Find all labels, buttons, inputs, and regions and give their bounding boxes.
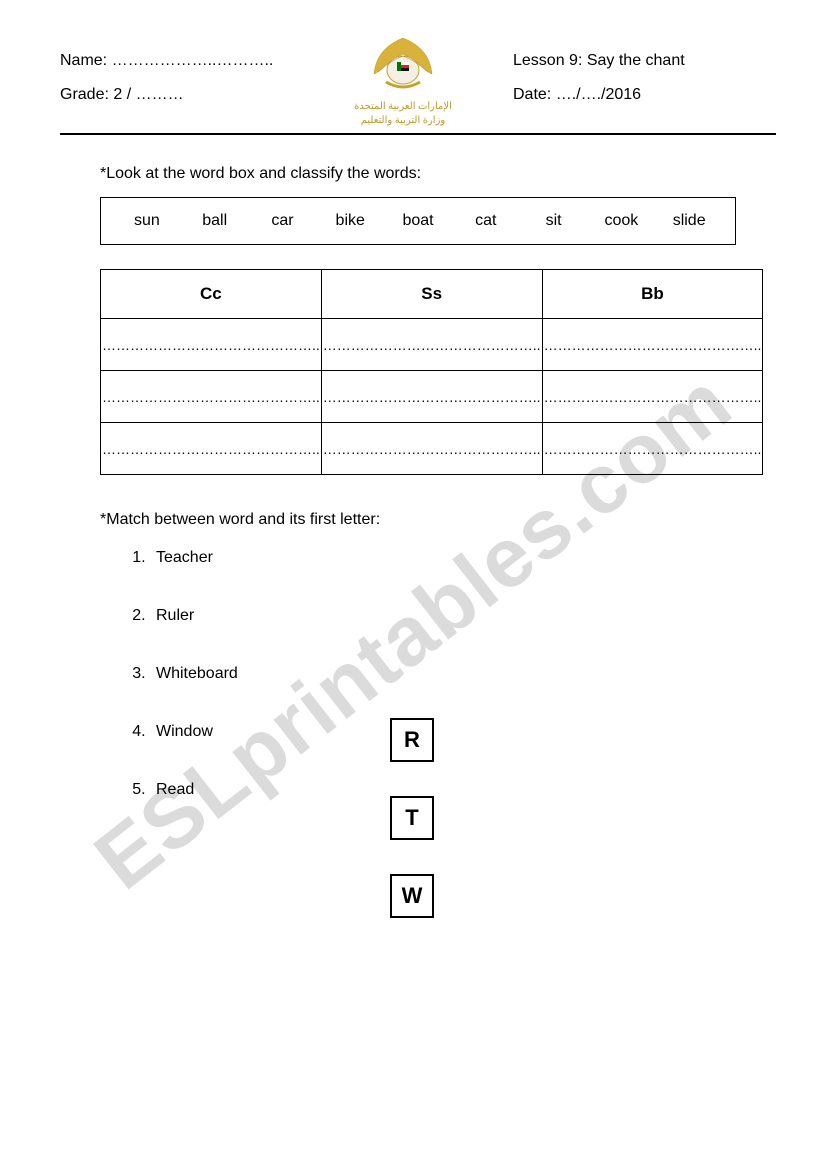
- list-item: Teacher: [150, 549, 736, 567]
- list-item: Whiteboard: [150, 665, 736, 683]
- letter-box: R: [390, 718, 434, 762]
- table-cell: ………………………………………..: [321, 371, 542, 423]
- word-item: slide: [655, 212, 723, 230]
- table-cell: ………………………………………..: [321, 319, 542, 371]
- instruction-2: *Match between word and its first letter…: [100, 511, 736, 529]
- col-header: Ss: [321, 270, 542, 319]
- table-cell: ………………………………………..: [101, 371, 322, 423]
- word-item: ball: [181, 212, 249, 230]
- header-left: Name: ………………..……….. Grade: 2 / ………: [60, 50, 323, 119]
- instruction-1-text: Look at the word box and classify the wo…: [106, 165, 421, 182]
- table-cell: ………………………………………..: [101, 423, 322, 475]
- grade-field: Grade: 2 / ………: [60, 84, 323, 106]
- word-item: sit: [520, 212, 588, 230]
- instruction-1: *Look at the word box and classify the w…: [100, 165, 736, 183]
- emblem-text-2: وزارة التربية والتعليم: [333, 115, 473, 127]
- table-cell: ………………………………………..: [542, 319, 763, 371]
- header: Name: ………………..……….. Grade: 2 / ……… الإما…: [60, 50, 776, 127]
- letter-box-column: R T W: [390, 718, 434, 952]
- table-cell: ………………………………………..: [101, 319, 322, 371]
- worksheet-page: Name: ………………..……….. Grade: 2 / ……… الإما…: [0, 0, 826, 879]
- word-box: sun ball car bike boat cat sit cook slid…: [100, 197, 736, 245]
- content: *Look at the word box and classify the w…: [60, 165, 776, 799]
- letter-box: T: [390, 796, 434, 840]
- header-rule: [60, 133, 776, 135]
- word-item: car: [249, 212, 317, 230]
- table-row: ……………………………………….. ……………………………………….. ……………: [101, 423, 763, 475]
- letter-box: W: [390, 874, 434, 918]
- table-cell: ………………………………………..: [542, 423, 763, 475]
- word-item: boat: [384, 212, 452, 230]
- list-item: Ruler: [150, 607, 736, 625]
- col-header: Cc: [101, 270, 322, 319]
- word-item: cook: [587, 212, 655, 230]
- word-item: bike: [316, 212, 384, 230]
- lesson-field: Lesson 9: Say the chant: [513, 50, 776, 72]
- header-right: Lesson 9: Say the chant Date: …./…./2016: [483, 50, 776, 119]
- classify-table: Cc Ss Bb ……………………………………….. ……………………………………: [100, 269, 763, 475]
- table-row: ……………………………………….. ……………………………………….. ……………: [101, 319, 763, 371]
- word-item: cat: [452, 212, 520, 230]
- list-item: Window: [150, 723, 736, 741]
- date-field: Date: …./…./2016: [513, 84, 776, 106]
- word-item: sun: [113, 212, 181, 230]
- list-item: Read: [150, 781, 736, 799]
- emblem-icon: [368, 32, 438, 99]
- table-row: ……………………………………….. ……………………………………….. ……………: [101, 371, 763, 423]
- instruction-2-text: Match between word and its first letter:: [106, 511, 380, 528]
- header-emblem: الإمارات العربية المتحدة وزارة التربية و…: [333, 32, 473, 127]
- col-header: Bb: [542, 270, 763, 319]
- table-cell: ………………………………………..: [542, 371, 763, 423]
- name-field: Name: ………………..………..: [60, 50, 323, 72]
- table-cell: ………………………………………..: [321, 423, 542, 475]
- emblem-text-1: الإمارات العربية المتحدة: [333, 101, 473, 113]
